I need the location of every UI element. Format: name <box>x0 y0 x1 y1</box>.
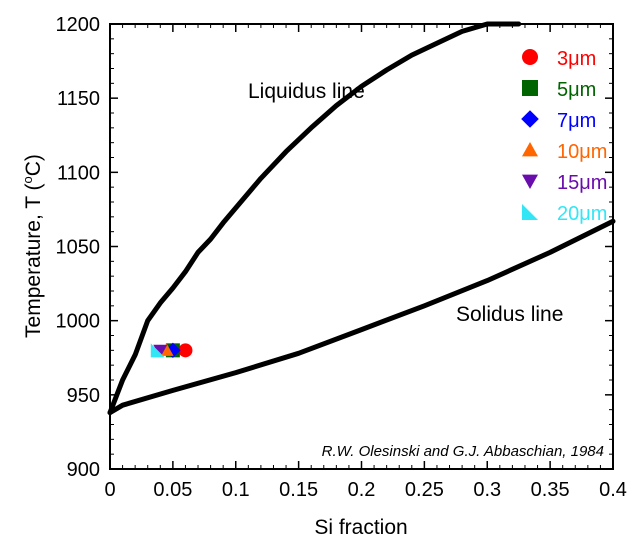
legend-marker-20m <box>522 204 538 220</box>
liquidus-label: Liquidus line <box>248 80 365 103</box>
legend-label: 7μm <box>557 110 596 132</box>
x-tick-label: 0.4 <box>599 479 627 501</box>
data-point-10m <box>159 343 174 356</box>
tick-marks <box>109 23 614 470</box>
legend-marker-5m <box>522 80 538 96</box>
solidus-line <box>107 218 616 416</box>
y-tick-label: 1200 <box>56 14 101 36</box>
x-tick-label: 0.2 <box>348 479 376 501</box>
legend-label: 20μm <box>557 203 607 225</box>
legend-label: 3μm <box>557 48 596 70</box>
tick-labels: 0 0.05 0.1 0.15 0.2 0.25 0.3 0.35 0.4 900 950 1000 1… <box>56 14 627 501</box>
x-tick-label: 0.1 <box>222 479 250 501</box>
legend-label: 15μm <box>557 172 607 194</box>
data-point-3m <box>178 343 193 358</box>
legend-label: 10μm <box>557 141 607 163</box>
y-axis-title-main: Temperature, T ( <box>22 183 45 337</box>
x-tick-label: 0 <box>104 479 115 501</box>
y-axis-title-unit: C) <box>22 154 45 176</box>
x-tick-label: 0.25 <box>405 479 444 501</box>
phase-lines <box>107 21 616 416</box>
x-tick-label: 0.3 <box>473 479 501 501</box>
legend-label: 5μm <box>557 79 596 101</box>
legend-marker-3m <box>522 49 538 65</box>
legend-marker-7m <box>521 110 539 128</box>
y-tick-label: 900 <box>67 459 100 481</box>
y-tick-label: 950 <box>67 385 100 407</box>
y-tick-label: 1100 <box>57 162 100 184</box>
y-tick-label: 1050 <box>56 237 101 259</box>
liquidus-line <box>107 21 522 416</box>
x-tick-label: 0.05 <box>153 479 192 501</box>
x-tick-label: 0.15 <box>279 479 318 501</box>
data-point-15m <box>153 344 168 358</box>
source-credit: R.W. Olesinski and G.J. Abbaschian, 1984 <box>322 443 604 460</box>
y-axis-title-degree: o <box>20 176 35 183</box>
legend-marker-10m <box>522 142 538 157</box>
legend: 3μm 5μm 7μm 10μm 15μm 20μm <box>521 48 607 225</box>
data-point-20m <box>150 343 165 358</box>
y-axis-title: Temperature, T (oC) <box>20 154 45 338</box>
legend-marker-15m <box>522 174 538 189</box>
data-points <box>150 342 193 359</box>
y-tick-label: 1000 <box>56 311 101 333</box>
y-tick-label: 1150 <box>57 88 100 110</box>
x-axis-title: Si fraction <box>314 516 407 539</box>
x-tick-label: 0.35 <box>531 479 570 501</box>
solidus-label: Solidus line <box>456 303 563 326</box>
